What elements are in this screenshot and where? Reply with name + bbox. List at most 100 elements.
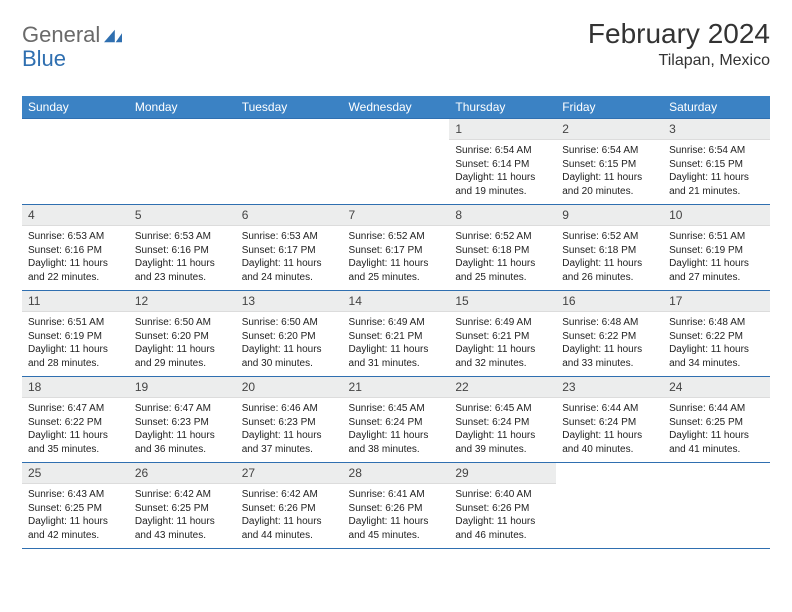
- day-number: 18: [22, 377, 129, 398]
- calendar-day-cell: 15Sunrise: 6:49 AMSunset: 6:21 PMDayligh…: [449, 291, 556, 377]
- sunset-text: Sunset: 6:23 PM: [135, 416, 230, 430]
- calendar-day-cell: 18Sunrise: 6:47 AMSunset: 6:22 PMDayligh…: [22, 377, 129, 463]
- sunrise-text: Sunrise: 6:41 AM: [349, 488, 444, 502]
- sunrise-text: Sunrise: 6:44 AM: [562, 402, 657, 416]
- title-location: Tilapan, Mexico: [588, 52, 770, 70]
- calendar-day-cell: 20Sunrise: 6:46 AMSunset: 6:23 PMDayligh…: [236, 377, 343, 463]
- brand-sail-icon: [104, 29, 122, 43]
- day-details: Sunrise: 6:52 AMSunset: 6:17 PMDaylight:…: [343, 226, 450, 290]
- calendar-day-cell: [236, 119, 343, 205]
- sunset-text: Sunset: 6:19 PM: [669, 244, 764, 258]
- sunset-text: Sunset: 6:18 PM: [562, 244, 657, 258]
- calendar-day-cell: 5Sunrise: 6:53 AMSunset: 6:16 PMDaylight…: [129, 205, 236, 291]
- calendar-day-cell: [129, 119, 236, 205]
- daylight-text: Daylight: 11 hours and 39 minutes.: [455, 429, 550, 456]
- sunrise-text: Sunrise: 6:47 AM: [135, 402, 230, 416]
- daylight-text: Daylight: 11 hours and 42 minutes.: [28, 515, 123, 542]
- day-details: [22, 125, 129, 181]
- daylight-text: Daylight: 11 hours and 24 minutes.: [242, 257, 337, 284]
- calendar-day-cell: 22Sunrise: 6:45 AMSunset: 6:24 PMDayligh…: [449, 377, 556, 463]
- weekday-header: Friday: [556, 96, 663, 119]
- day-details: [129, 125, 236, 181]
- sunset-text: Sunset: 6:24 PM: [455, 416, 550, 430]
- calendar-day-cell: [22, 119, 129, 205]
- sunrise-text: Sunrise: 6:40 AM: [455, 488, 550, 502]
- daylight-text: Daylight: 11 hours and 25 minutes.: [455, 257, 550, 284]
- daylight-text: Daylight: 11 hours and 43 minutes.: [135, 515, 230, 542]
- calendar-body: 1 Sunrise: 6:54 AM Sunset: 6:14 PM Daylight…: [22, 119, 770, 549]
- sunrise-text: Sunrise: 6:48 AM: [562, 316, 657, 330]
- calendar-week-row: 4Sunrise: 6:53 AMSunset: 6:16 PMDaylight…: [22, 205, 770, 291]
- day-details: Sunrise: 6:41 AMSunset: 6:26 PMDaylight:…: [343, 484, 450, 548]
- weekday-header: Thursday: [449, 96, 556, 119]
- daylight-text: Daylight: 11 hours and 27 minutes.: [669, 257, 764, 284]
- day-number: 23: [556, 377, 663, 398]
- sunrise-text: Sunrise: 6:45 AM: [349, 402, 444, 416]
- calendar-day-cell: 27Sunrise: 6:42 AMSunset: 6:26 PMDayligh…: [236, 463, 343, 549]
- day-details: Sunrise: 6:52 AMSunset: 6:18 PMDaylight:…: [556, 226, 663, 290]
- sunset-text: Sunset: 6:15 PM: [562, 158, 657, 172]
- calendar-day-cell: 19Sunrise: 6:47 AMSunset: 6:23 PMDayligh…: [129, 377, 236, 463]
- day-details: Sunrise: 6:54 AMSunset: 6:15 PMDaylight:…: [556, 140, 663, 204]
- day-number: 12: [129, 291, 236, 312]
- sunrise-text: Sunrise: 6:52 AM: [455, 230, 550, 244]
- day-number: 9: [556, 205, 663, 226]
- sunset-text: Sunset: 6:17 PM: [242, 244, 337, 258]
- day-number: 2: [556, 119, 663, 140]
- sunset-text: Sunset: 6:14 PM: [455, 158, 550, 172]
- day-details: Sunrise: 6:47 AMSunset: 6:23 PMDaylight:…: [129, 398, 236, 462]
- day-number: 16: [556, 291, 663, 312]
- calendar-day-cell: 21Sunrise: 6:45 AMSunset: 6:24 PMDayligh…: [343, 377, 450, 463]
- day-details: Sunrise: 6:44 AMSunset: 6:25 PMDaylight:…: [663, 398, 770, 462]
- day-number: 11: [22, 291, 129, 312]
- day-number: 13: [236, 291, 343, 312]
- sunset-text: Sunset: 6:24 PM: [562, 416, 657, 430]
- calendar-day-cell: 6Sunrise: 6:53 AMSunset: 6:17 PMDaylight…: [236, 205, 343, 291]
- sunrise-text: Sunrise: 6:54 AM: [669, 144, 764, 158]
- day-details: Sunrise: 6:45 AMSunset: 6:24 PMDaylight:…: [449, 398, 556, 462]
- calendar-day-cell: [663, 463, 770, 549]
- day-details: Sunrise: 6:51 AMSunset: 6:19 PMDaylight:…: [22, 312, 129, 376]
- day-details: Sunrise: 6:44 AMSunset: 6:24 PMDaylight:…: [556, 398, 663, 462]
- daylight-text: Daylight: 11 hours and 29 minutes.: [135, 343, 230, 370]
- calendar-day-cell: 25Sunrise: 6:43 AMSunset: 6:25 PMDayligh…: [22, 463, 129, 549]
- day-details: Sunrise: 6:52 AMSunset: 6:18 PMDaylight:…: [449, 226, 556, 290]
- daylight-text: Daylight: 11 hours and 35 minutes.: [28, 429, 123, 456]
- day-number: 27: [236, 463, 343, 484]
- day-number: 21: [343, 377, 450, 398]
- day-details: Sunrise: 6:49 AMSunset: 6:21 PMDaylight:…: [449, 312, 556, 376]
- calendar-page: General February 2024 Tilapan, Mexico Bl…: [0, 0, 792, 559]
- weekday-header: Sunday: [22, 96, 129, 119]
- brand-word-2: Blue: [22, 46, 66, 71]
- calendar-table: Sunday Monday Tuesday Wednesday Thursday…: [22, 96, 770, 549]
- calendar-day-cell: 14Sunrise: 6:49 AMSunset: 6:21 PMDayligh…: [343, 291, 450, 377]
- calendar-day-cell: 2Sunrise: 6:54 AMSunset: 6:15 PMDaylight…: [556, 119, 663, 205]
- calendar-day-cell: 3Sunrise: 6:54 AMSunset: 6:15 PMDaylight…: [663, 119, 770, 205]
- sunrise-text: Sunrise: 6:42 AM: [135, 488, 230, 502]
- calendar-day-cell: 7Sunrise: 6:52 AMSunset: 6:17 PMDaylight…: [343, 205, 450, 291]
- sunset-text: Sunset: 6:20 PM: [135, 330, 230, 344]
- calendar-day-cell: 17Sunrise: 6:48 AMSunset: 6:22 PMDayligh…: [663, 291, 770, 377]
- sunrise-text: Sunrise: 6:49 AM: [455, 316, 550, 330]
- sunrise-text: Sunrise: 6:52 AM: [349, 230, 444, 244]
- day-number: 4: [22, 205, 129, 226]
- weekday-header: Monday: [129, 96, 236, 119]
- day-details: [343, 125, 450, 181]
- day-number: 29: [449, 463, 556, 484]
- calendar-day-cell: 11Sunrise: 6:51 AMSunset: 6:19 PMDayligh…: [22, 291, 129, 377]
- daylight-text: Daylight: 11 hours and 44 minutes.: [242, 515, 337, 542]
- sunset-text: Sunset: 6:22 PM: [562, 330, 657, 344]
- daylight-text: Daylight: 11 hours and 38 minutes.: [349, 429, 444, 456]
- sunset-text: Sunset: 6:16 PM: [135, 244, 230, 258]
- calendar-day-cell: 10Sunrise: 6:51 AMSunset: 6:19 PMDayligh…: [663, 205, 770, 291]
- sunrise-text: Sunrise: 6:49 AM: [349, 316, 444, 330]
- day-details: Sunrise: 6:50 AMSunset: 6:20 PMDaylight:…: [129, 312, 236, 376]
- weekday-header: Saturday: [663, 96, 770, 119]
- daylight-text: Daylight: 11 hours and 20 minutes.: [562, 171, 657, 198]
- sunset-text: Sunset: 6:21 PM: [349, 330, 444, 344]
- calendar-day-cell: 26Sunrise: 6:42 AMSunset: 6:25 PMDayligh…: [129, 463, 236, 549]
- sunset-text: Sunset: 6:16 PM: [28, 244, 123, 258]
- day-number: 14: [343, 291, 450, 312]
- daylight-text: Daylight: 11 hours and 22 minutes.: [28, 257, 123, 284]
- day-number: 1: [449, 119, 556, 140]
